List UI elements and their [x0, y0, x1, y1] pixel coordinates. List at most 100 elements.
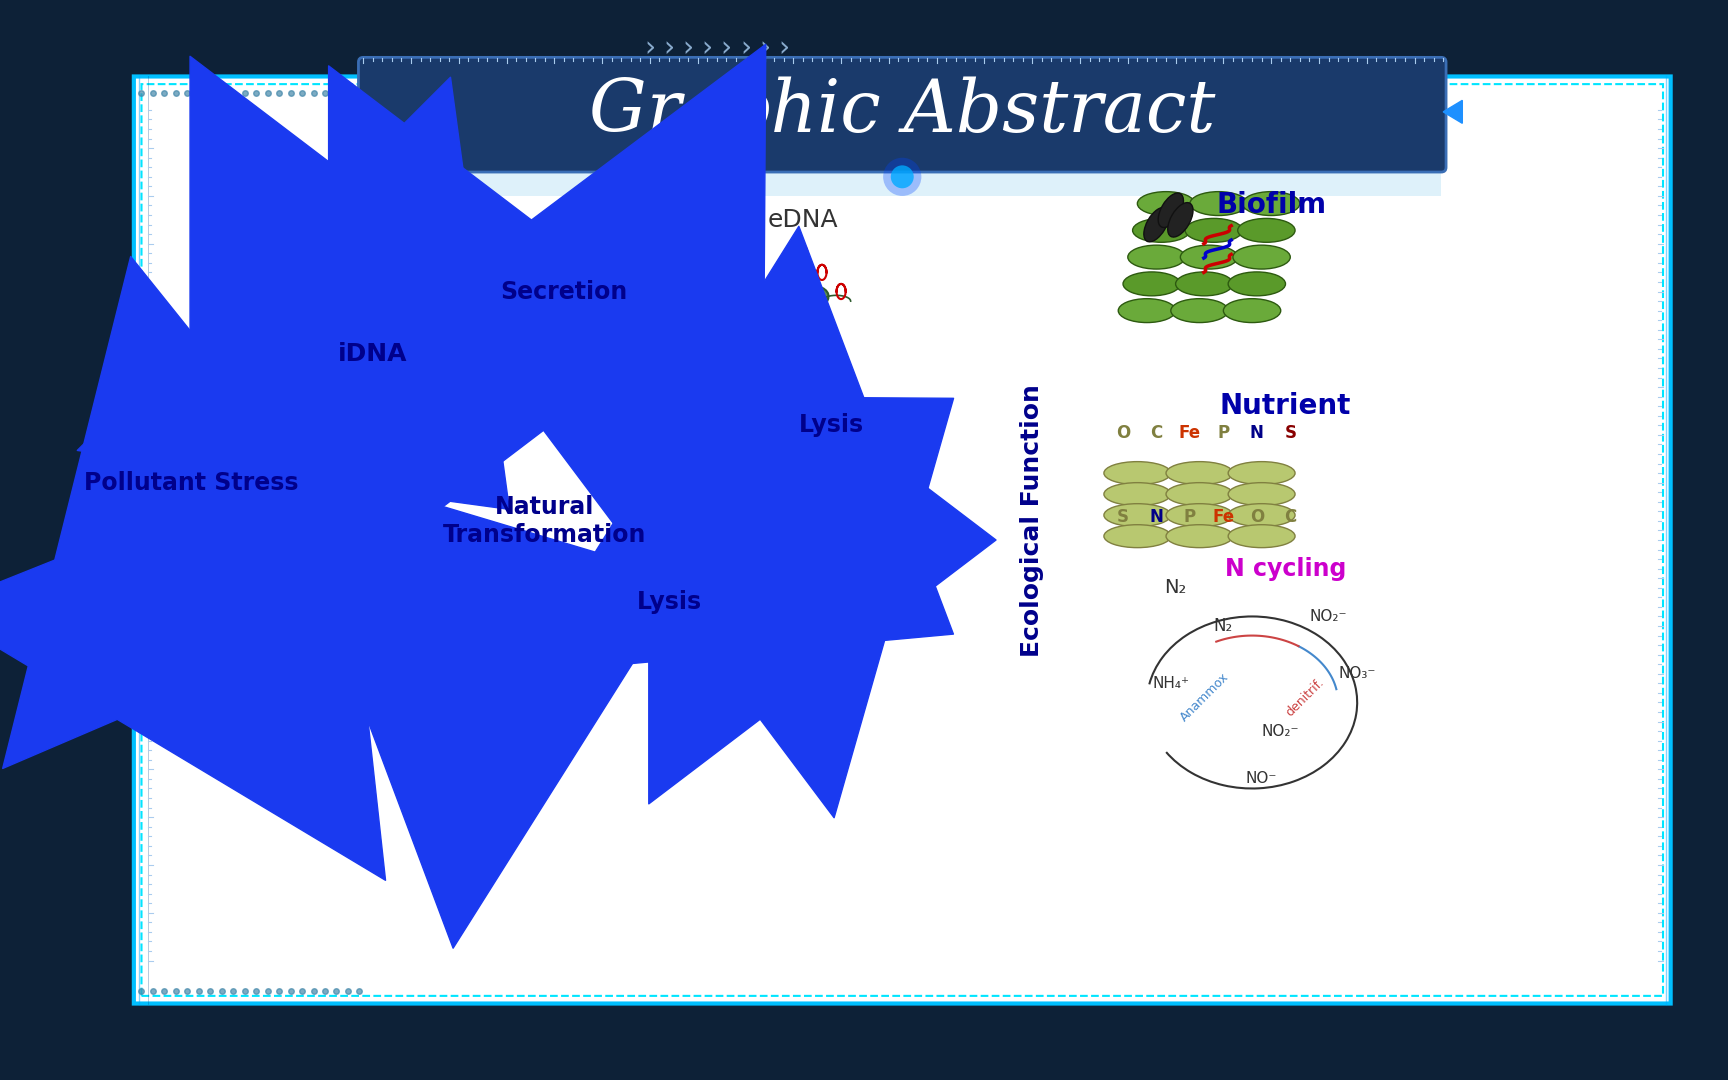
Ellipse shape — [1166, 525, 1234, 548]
Bar — [175, 592, 187, 605]
Ellipse shape — [1242, 191, 1299, 216]
Bar — [187, 622, 200, 635]
Ellipse shape — [1104, 503, 1172, 527]
Text: Secretion: Secretion — [501, 280, 627, 303]
Ellipse shape — [1229, 461, 1294, 485]
Ellipse shape — [1158, 193, 1184, 228]
Ellipse shape — [1166, 503, 1234, 527]
Ellipse shape — [1175, 272, 1234, 296]
Ellipse shape — [1132, 218, 1191, 242]
Text: N₂: N₂ — [1165, 578, 1187, 597]
Ellipse shape — [318, 284, 342, 302]
Text: N: N — [1149, 508, 1163, 526]
Text: iDNA: iDNA — [339, 341, 408, 366]
Ellipse shape — [318, 433, 342, 451]
Circle shape — [698, 435, 907, 645]
Text: ›: › — [664, 33, 674, 62]
Text: ›: › — [759, 33, 771, 62]
Ellipse shape — [439, 313, 456, 337]
Text: Pollutant Stress: Pollutant Stress — [85, 471, 299, 495]
Text: NH₄⁺: NH₄⁺ — [1153, 676, 1189, 691]
Text: Lysis: Lysis — [636, 590, 702, 615]
Text: ›: › — [721, 33, 733, 62]
Ellipse shape — [1166, 483, 1234, 505]
Ellipse shape — [1166, 461, 1234, 485]
Text: ›: › — [702, 33, 714, 62]
Text: ›: › — [740, 33, 752, 62]
FancyBboxPatch shape — [133, 77, 1671, 1003]
Ellipse shape — [710, 315, 762, 345]
Ellipse shape — [1168, 203, 1192, 238]
Text: Fe: Fe — [1178, 424, 1201, 442]
Ellipse shape — [289, 313, 308, 337]
Ellipse shape — [762, 509, 805, 534]
Ellipse shape — [810, 537, 852, 563]
Ellipse shape — [448, 559, 605, 693]
Ellipse shape — [1123, 272, 1180, 296]
Bar — [187, 562, 200, 575]
Ellipse shape — [1229, 272, 1286, 296]
Text: Anammox: Anammox — [1177, 671, 1230, 725]
Ellipse shape — [778, 285, 828, 316]
Ellipse shape — [1185, 218, 1242, 242]
Ellipse shape — [404, 284, 429, 302]
Ellipse shape — [1104, 525, 1172, 548]
Text: S: S — [1116, 508, 1128, 526]
Bar — [247, 622, 261, 635]
Ellipse shape — [1128, 245, 1185, 269]
Ellipse shape — [1229, 525, 1294, 548]
Ellipse shape — [1104, 461, 1172, 485]
Text: N₂: N₂ — [1213, 617, 1234, 635]
Text: NO₂⁻: NO₂⁻ — [1310, 609, 1348, 624]
Text: ›: › — [645, 33, 655, 62]
Text: Biofilm: Biofilm — [1217, 191, 1325, 219]
Bar — [247, 562, 261, 575]
Ellipse shape — [359, 447, 385, 461]
Ellipse shape — [1118, 299, 1175, 323]
Polygon shape — [342, 100, 361, 123]
Text: Lysis: Lysis — [798, 414, 864, 437]
Ellipse shape — [1172, 299, 1229, 323]
Text: Nutrient: Nutrient — [1220, 392, 1351, 420]
Text: ›: › — [778, 33, 790, 62]
Bar — [363, 162, 1441, 195]
Circle shape — [218, 590, 232, 605]
Text: NO₃⁻: NO₃⁻ — [1339, 666, 1375, 681]
Bar — [218, 549, 230, 562]
Text: P: P — [1217, 424, 1229, 442]
Text: Fe: Fe — [1213, 508, 1234, 526]
Text: denitrif.: denitrif. — [1282, 676, 1327, 719]
Ellipse shape — [1229, 483, 1294, 505]
Ellipse shape — [1191, 191, 1248, 216]
Ellipse shape — [439, 399, 456, 423]
Text: C: C — [1284, 508, 1296, 526]
Ellipse shape — [748, 325, 800, 354]
Ellipse shape — [1144, 207, 1170, 242]
Ellipse shape — [1104, 483, 1172, 505]
Text: eDNA: eDNA — [767, 207, 838, 232]
Text: P: P — [1184, 508, 1196, 526]
Polygon shape — [1443, 100, 1462, 123]
Text: NO₂⁻: NO₂⁻ — [1261, 724, 1299, 739]
Ellipse shape — [1180, 245, 1237, 269]
Ellipse shape — [1137, 191, 1194, 216]
Text: O: O — [1116, 424, 1130, 442]
Ellipse shape — [1229, 503, 1294, 527]
Text: N: N — [1249, 424, 1263, 442]
Bar — [218, 635, 230, 648]
Text: Graphic Abstract: Graphic Abstract — [589, 77, 1215, 147]
Ellipse shape — [404, 433, 429, 451]
Ellipse shape — [451, 354, 467, 381]
Text: N cycling: N cycling — [1225, 556, 1346, 581]
Ellipse shape — [721, 275, 771, 308]
FancyBboxPatch shape — [358, 57, 1446, 172]
Text: Natural
Transformation: Natural Transformation — [442, 495, 646, 546]
Ellipse shape — [456, 569, 594, 684]
Text: Ecological Function: Ecological Function — [1020, 384, 1044, 658]
Text: NO⁻: NO⁻ — [1246, 771, 1277, 786]
Circle shape — [273, 268, 473, 469]
Ellipse shape — [1237, 218, 1294, 242]
Ellipse shape — [289, 399, 308, 423]
Ellipse shape — [1234, 245, 1291, 269]
Circle shape — [892, 165, 914, 188]
